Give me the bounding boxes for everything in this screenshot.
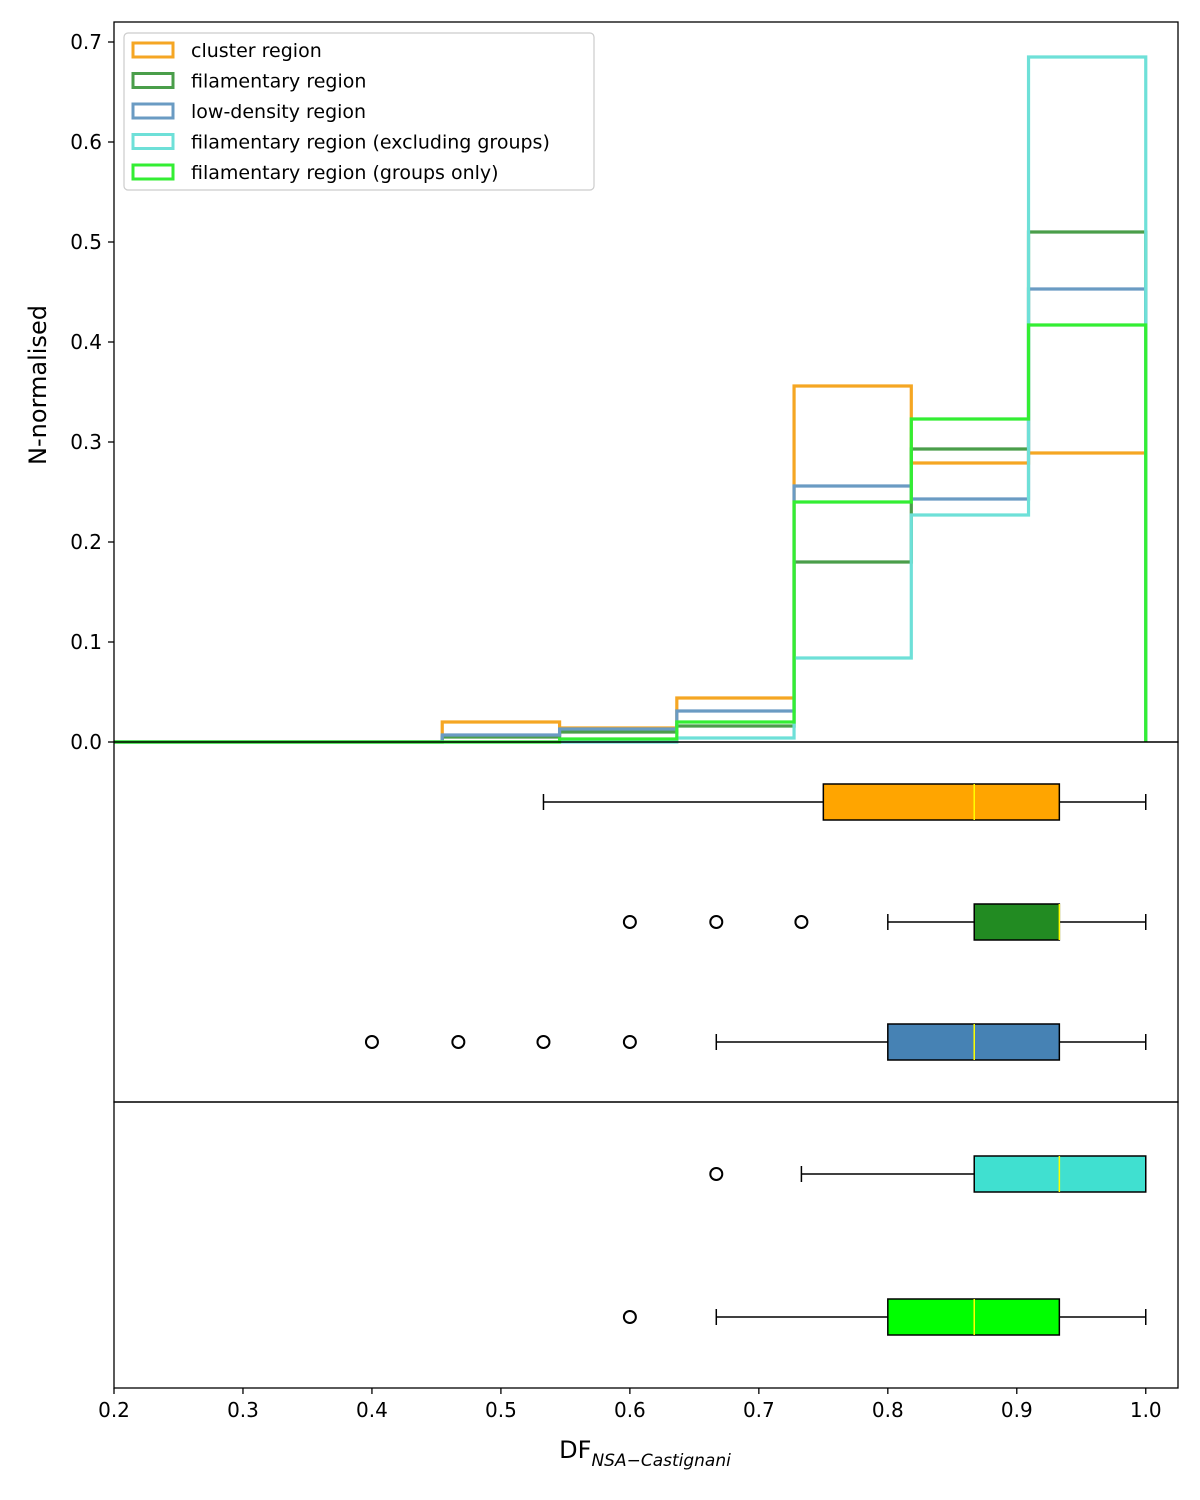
y-tick-label: 0.7 bbox=[70, 30, 102, 54]
box-iqr bbox=[822, 783, 1061, 821]
outlier-point bbox=[451, 1035, 466, 1049]
outlier-point bbox=[364, 1035, 379, 1049]
outlier-point bbox=[536, 1035, 551, 1049]
hist-step-line bbox=[114, 384, 1148, 744]
outlier-point bbox=[709, 915, 724, 929]
y-tick-label: 0.3 bbox=[70, 430, 102, 454]
legend-label: filamentary region (groups only) bbox=[191, 162, 499, 184]
boxplot-regions-1 bbox=[622, 903, 1147, 941]
legend-label: filamentary region bbox=[191, 71, 366, 93]
outlier-point bbox=[709, 1167, 724, 1181]
legend-frame bbox=[123, 32, 595, 191]
boxplot-split-1 bbox=[622, 1298, 1147, 1336]
legend-label: filamentary region (excluding groups) bbox=[191, 132, 550, 154]
x-tick-label: 0.4 bbox=[356, 1398, 388, 1422]
boxplot-panel-regions bbox=[113, 741, 1179, 1103]
legend-swatch bbox=[131, 102, 175, 120]
legend-label: low-density region bbox=[191, 101, 366, 123]
legend-entry-2: low-density region bbox=[131, 101, 366, 123]
outlier-point bbox=[622, 1035, 637, 1049]
hist-step-line bbox=[114, 323, 1148, 744]
legend: cluster region filamentary region low-dens… bbox=[123, 32, 595, 191]
boxplot-regions-0 bbox=[542, 783, 1147, 821]
x-tick-label: 0.8 bbox=[872, 1398, 904, 1422]
legend-entry-1: filamentary region bbox=[131, 71, 366, 93]
y-tick-label: 0.0 bbox=[70, 730, 102, 754]
y-tick-label: 0.6 bbox=[70, 130, 102, 154]
x-tick-label: 0.3 bbox=[227, 1398, 259, 1422]
y-tick-label: 0.2 bbox=[70, 530, 102, 554]
legend-entry-3: filamentary region (excluding groups) bbox=[131, 132, 550, 154]
legend-swatch bbox=[131, 72, 175, 89]
x-tick-label: 0.9 bbox=[1001, 1398, 1033, 1422]
hist-series-4 bbox=[114, 323, 1148, 744]
hist-step-line bbox=[114, 230, 1148, 744]
legend-label: cluster region bbox=[191, 40, 322, 62]
y-tick-label: 0.1 bbox=[70, 630, 102, 654]
x-tick-label: 0.2 bbox=[98, 1398, 130, 1422]
legend-entry-4: filamentary region (groups only) bbox=[131, 162, 499, 184]
y-tick-label: 0.5 bbox=[70, 230, 102, 254]
x-tick-label: 0.7 bbox=[743, 1398, 775, 1422]
shared-x-axis: 0.2 0.3 0.4 0.5 0.6 0.7 0.8 0.9 1.0 bbox=[98, 1388, 1162, 1422]
x-tick-label: 0.6 bbox=[614, 1398, 646, 1422]
x-axis-label-main: DF bbox=[559, 1436, 591, 1464]
x-axis-label: DFNSA−Castignani bbox=[559, 1436, 731, 1471]
x-tick-label: 0.5 bbox=[485, 1398, 517, 1422]
split-frame bbox=[113, 1101, 1179, 1389]
outlier-point bbox=[794, 915, 809, 929]
box-iqr bbox=[973, 903, 1061, 941]
hist-series-0 bbox=[114, 384, 1148, 744]
legend-swatch bbox=[131, 163, 175, 181]
x-tick-label: 1.0 bbox=[1130, 1398, 1162, 1422]
boxplot-regions-2 bbox=[364, 1023, 1147, 1061]
outlier-point bbox=[622, 915, 637, 929]
y-axis-label: N-normalised bbox=[24, 305, 52, 465]
legend-swatch bbox=[131, 133, 175, 150]
legend-swatch bbox=[131, 41, 175, 59]
outlier-point bbox=[622, 1310, 637, 1324]
hist-series-1 bbox=[114, 230, 1148, 744]
x-axis-label-subscript: NSA−Castignani bbox=[591, 1451, 731, 1471]
y-tick-label: 0.4 bbox=[70, 330, 102, 354]
boxplot-panel-filament-split bbox=[113, 1101, 1179, 1389]
legend-entry-0: cluster region bbox=[131, 40, 322, 62]
boxplot-split-0 bbox=[709, 1155, 1147, 1193]
